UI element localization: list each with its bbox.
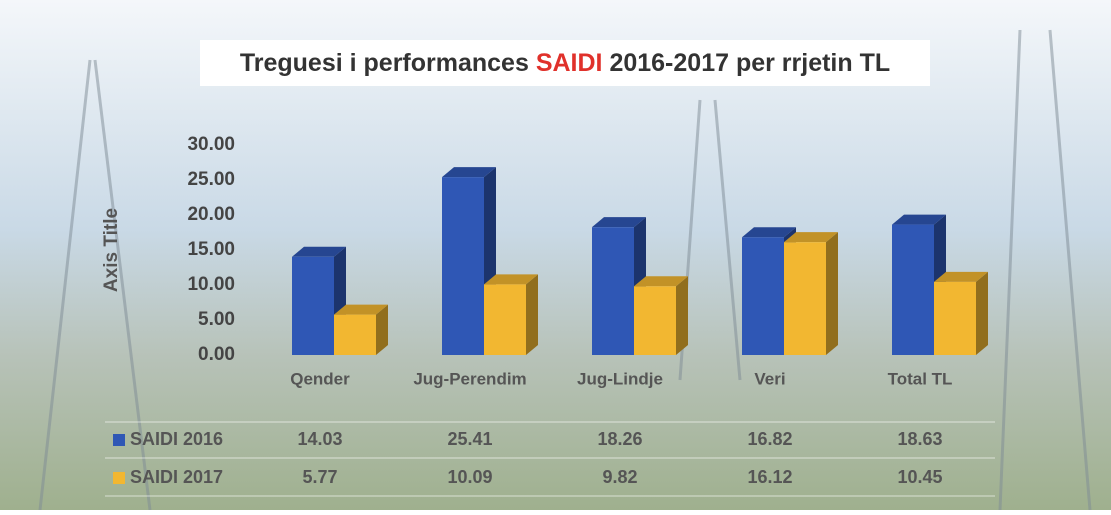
y-tick-label: 25.00 (187, 169, 235, 190)
table-cell: 18.63 (897, 429, 942, 449)
y-tick-label: 30.00 (187, 134, 235, 155)
bar-front (292, 257, 334, 355)
y-tick-label: 0.00 (198, 344, 235, 365)
bar-front (784, 242, 826, 355)
table-cell: 5.77 (302, 467, 337, 487)
title-part: Treguesi i performances (240, 49, 536, 77)
bar (484, 274, 538, 355)
legend-label: SAIDI 2016 (130, 429, 223, 449)
table-cell: 16.82 (747, 429, 792, 449)
y-tick-label: 10.00 (187, 274, 235, 295)
bar-side (526, 274, 538, 355)
table-cell: 10.45 (897, 467, 942, 487)
bar-side (976, 272, 988, 355)
chart-title: Treguesi i performances SAIDI 2016-2017 … (240, 49, 890, 77)
table-cell: 18.26 (597, 429, 642, 449)
x-tick-label: Jug-Lindje (577, 369, 663, 388)
bar (334, 305, 388, 355)
bar (934, 272, 988, 355)
bar-front (484, 284, 526, 355)
x-tick-label: Veri (754, 369, 785, 388)
table-cell: 14.03 (297, 429, 342, 449)
bar-front (634, 286, 676, 355)
legend-swatch (113, 434, 125, 446)
bar-front (334, 315, 376, 355)
table-cell: 16.12 (747, 467, 792, 487)
bar-front (592, 227, 634, 355)
y-tick-label: 20.00 (187, 204, 235, 225)
legend-swatch (113, 472, 125, 484)
chart: Treguesi i performances SAIDI 2016-2017 … (0, 0, 1111, 510)
y-tick-label: 5.00 (198, 309, 235, 330)
bar (634, 276, 688, 355)
table-cell: 9.82 (602, 467, 637, 487)
title-highlight: SAIDI (536, 49, 603, 77)
title-part: 2016-2017 per rrjetin TL (603, 49, 891, 77)
x-tick-label: Jug-Perendim (413, 369, 526, 388)
y-tick-label: 15.00 (187, 239, 235, 260)
bar-front (892, 225, 934, 355)
x-tick-label: Qender (290, 369, 350, 388)
bar (784, 232, 838, 355)
bar-side (826, 232, 838, 355)
legend-label: SAIDI 2017 (130, 467, 223, 487)
bar-front (934, 282, 976, 355)
y-axis-title: Axis Title (101, 208, 122, 292)
x-tick-label: Total TL (888, 369, 953, 388)
table-cell: 25.41 (447, 429, 492, 449)
bar-front (442, 177, 484, 355)
bar-side (676, 276, 688, 355)
table-cell: 10.09 (447, 467, 492, 487)
bar-front (742, 237, 784, 355)
